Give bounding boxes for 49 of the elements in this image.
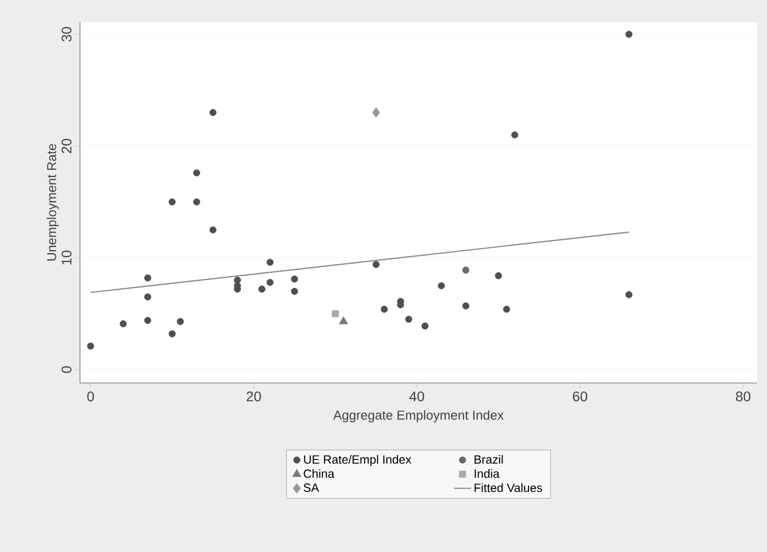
point [462,302,470,310]
point [258,286,266,293]
point [380,306,388,313]
point [176,318,184,326]
point [168,330,176,338]
point [372,261,380,268]
legend-label: Brazil [474,454,503,464]
point [462,266,470,274]
y-tick-label: 20 [62,138,72,154]
point [193,198,200,206]
point [422,322,429,330]
point [193,169,200,176]
point [511,131,518,138]
point [494,272,502,280]
x-tick-label: 20 [246,391,261,402]
legend-label: India [474,469,500,478]
x-tick-label: 0 [87,391,94,402]
point [503,306,510,313]
point [405,316,412,323]
y-tick-label: 30 [62,27,72,42]
point [168,198,176,206]
point [338,316,348,324]
point [87,342,94,350]
x-tick-label: 80 [736,391,750,402]
point [266,278,274,286]
point [625,30,632,38]
x-tick-label: 40 [409,391,424,402]
y-tick-label: 10 [62,250,72,265]
y-axis-title: Unemployment Rate [46,144,59,261]
legend-label: Fitted Values [474,483,542,492]
point [144,293,152,300]
point [266,258,274,266]
point [332,310,339,318]
point [120,320,127,328]
point [438,282,445,290]
point [144,274,152,282]
legend-label: China [304,469,334,478]
point [625,291,632,298]
point [144,316,152,324]
x-axis-title: Aggregate Employment Index [333,410,504,422]
point [372,107,380,118]
legend-label: SA [304,483,320,492]
point [291,276,298,283]
legend-label: UE Rate/Empl Index [304,454,412,466]
point [209,226,216,234]
point [209,109,216,116]
x-tick-label: 60 [572,391,588,402]
point [291,288,298,295]
y-tick-label: 0 [62,366,72,373]
